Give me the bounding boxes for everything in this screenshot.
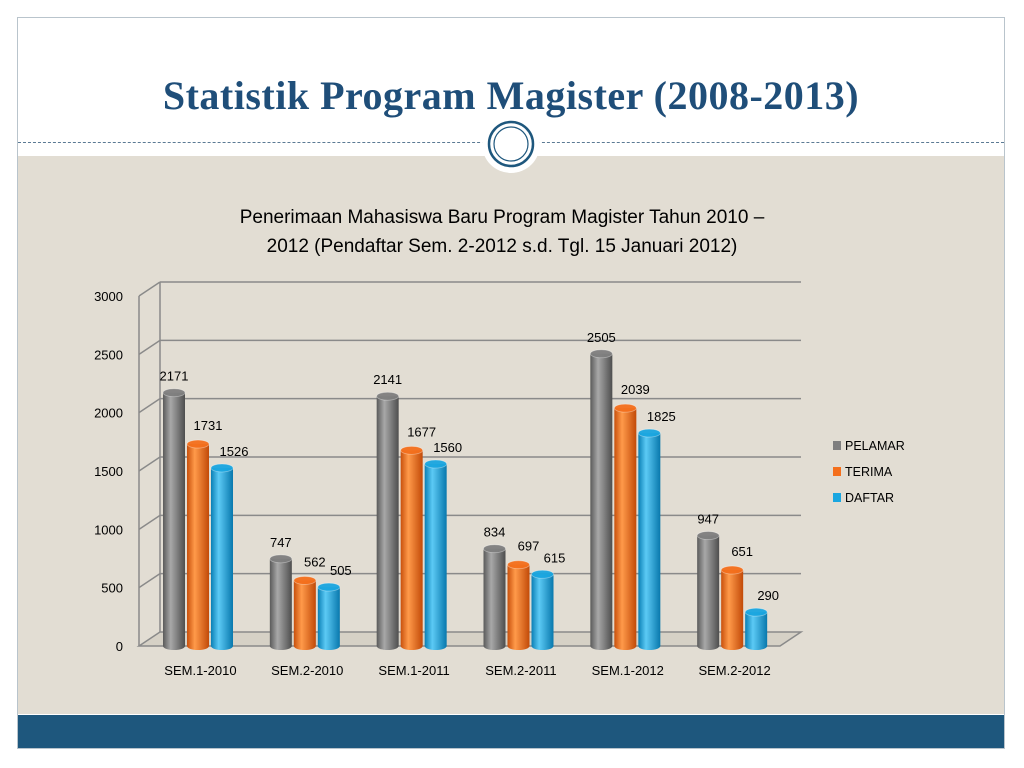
y-tick-label: 2000 — [94, 406, 123, 421]
bar-top — [400, 445, 424, 455]
legend-swatch — [833, 493, 841, 502]
gridline-diagonal — [138, 398, 161, 414]
data-label: 2141 — [373, 372, 402, 387]
gridline-diagonal — [138, 514, 161, 530]
legend-label: TERIMA — [845, 465, 893, 479]
bar-layer — [162, 349, 768, 650]
bar — [638, 433, 661, 650]
bar — [590, 353, 613, 650]
data-label: 1825 — [647, 409, 676, 424]
y-tick-label: 1000 — [94, 522, 123, 537]
bar — [269, 558, 292, 650]
bottom-bar — [18, 715, 1004, 748]
data-label: 562 — [304, 554, 326, 569]
bar — [531, 574, 554, 650]
bar — [376, 396, 399, 650]
x-tick-label: SEM.1-2010 — [164, 663, 236, 678]
data-label: 1526 — [220, 444, 249, 459]
bar-top — [613, 403, 637, 413]
label-layer: 2171 1731 1526 SEM.1-2010 747 562 505 SEM.2-201… — [160, 330, 779, 678]
bar — [400, 450, 423, 650]
bar — [211, 467, 233, 650]
bar-top — [186, 439, 210, 449]
bar-top — [269, 554, 293, 564]
bar — [697, 535, 720, 650]
bar — [721, 570, 744, 650]
slide-title: Statistik Program Magister (2008-2013) — [162, 73, 860, 118]
data-label: 834 — [484, 525, 506, 540]
gridline-diagonal — [138, 456, 161, 472]
bar-top — [317, 582, 341, 592]
bar — [317, 587, 340, 650]
bar — [163, 392, 185, 650]
legend-label: PELAMAR — [845, 439, 905, 453]
x-tick-label: SEM.2-2011 — [485, 663, 556, 678]
legend-swatch — [833, 441, 841, 450]
bar-top — [637, 428, 661, 438]
bar — [293, 580, 316, 650]
y-tick-label: 1500 — [94, 464, 123, 479]
data-label: 505 — [330, 563, 352, 578]
bar-top — [162, 388, 186, 398]
gridline-diagonal — [138, 573, 161, 589]
bar-top — [744, 607, 768, 617]
bar — [745, 612, 768, 650]
x-tick-label: SEM.2-2010 — [271, 663, 343, 678]
bar-top — [424, 459, 448, 469]
bar-top — [210, 463, 234, 473]
bar-top — [293, 576, 317, 585]
legend-label: DAFTAR — [845, 491, 894, 505]
bar-top — [589, 349, 613, 359]
y-tick-label: 0 — [116, 639, 123, 654]
x-tick-label: SEM.1-2012 — [592, 663, 664, 678]
y-tick-label: 3000 — [94, 289, 123, 304]
data-label: 2505 — [587, 330, 616, 345]
bar — [614, 408, 637, 650]
gridline-diagonal — [138, 339, 161, 355]
bar-top — [720, 565, 744, 575]
bar-top — [376, 391, 400, 401]
y-tick-label: 500 — [101, 581, 123, 596]
bar — [424, 464, 447, 650]
data-label: 747 — [270, 535, 292, 550]
legend-swatch — [833, 467, 841, 476]
chart-title-line-1: Penerimaan Mahasiswa Baru Program Magist… — [240, 207, 765, 228]
y-tick-label: 2500 — [94, 347, 123, 362]
data-label: 1560 — [433, 440, 462, 455]
data-label: 290 — [757, 588, 779, 603]
data-label: 1731 — [194, 418, 223, 433]
bar — [187, 444, 209, 650]
data-label: 1677 — [407, 424, 436, 439]
bar — [507, 564, 530, 650]
circle-ornament-icon — [482, 115, 540, 173]
data-label: 2039 — [621, 382, 650, 397]
bar-top — [507, 560, 530, 570]
data-label: 697 — [518, 539, 540, 554]
data-label: 2171 — [160, 369, 189, 384]
data-label: 947 — [697, 512, 719, 527]
bar-top — [696, 531, 720, 540]
legend: PELAMAR TERIMA DAFTAR — [833, 439, 905, 505]
bar-top — [531, 569, 554, 579]
x-tick-label: SEM.1-2011 — [378, 663, 449, 678]
chart-title-line-2: 2012 (Pendaftar Sem. 2-2012 s.d. Tgl. 15… — [267, 236, 738, 257]
x-tick-label: SEM.2-2012 — [698, 663, 770, 678]
data-label: 651 — [731, 544, 753, 559]
bar-top — [483, 544, 506, 554]
bar — [483, 548, 506, 650]
data-label: 615 — [544, 550, 566, 565]
gridline-diagonal — [138, 281, 161, 297]
